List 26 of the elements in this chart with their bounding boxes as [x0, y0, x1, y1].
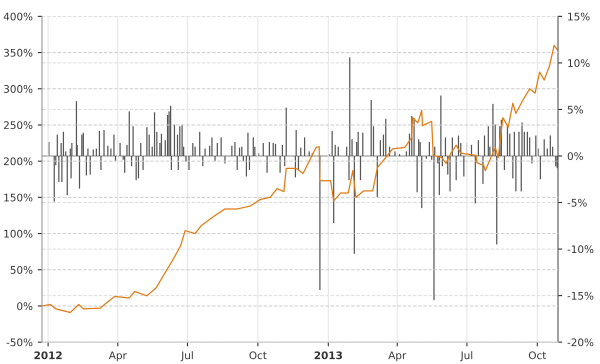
y2-tick-label: -5%: [568, 198, 587, 207]
y-tick-label: 100%: [4, 230, 32, 238]
x-tick-label: Oct: [249, 351, 267, 360]
x-tick-label: Apr: [388, 352, 406, 362]
y-tick-label: 400%: [4, 12, 32, 20]
x-tick-label: Apr: [108, 352, 127, 362]
x-tick-label: Jul: [460, 351, 472, 362]
y-tick-label: 50%: [10, 266, 32, 274]
y2-tick-label: -15%: [568, 292, 594, 300]
y2-tick-label: -20%: [568, 338, 594, 346]
y-tick-label: 300%: [4, 85, 32, 93]
x-tick-label: Oct: [528, 351, 546, 360]
x-tick-label: 2013: [314, 351, 342, 360]
y2-tick-label: -10%: [568, 245, 594, 254]
y2-tick-label: 15%: [568, 12, 590, 20]
y2-tick-label: 5%: [568, 106, 583, 114]
y-tick-label: 250%: [4, 121, 32, 130]
y-tick-label: 0%: [17, 302, 32, 310]
y-tick-label: 200%: [4, 157, 32, 166]
y-tick-label: 350%: [4, 48, 32, 57]
x-tick-label: 2012: [34, 351, 62, 360]
y2-tick-label: 10%: [568, 59, 590, 68]
y-tick-label: 150%: [4, 194, 32, 202]
y2-tick-label: 0%: [568, 152, 583, 160]
y-tick-label: -50%: [6, 338, 32, 346]
x-tick-label: Jul: [180, 351, 193, 362]
